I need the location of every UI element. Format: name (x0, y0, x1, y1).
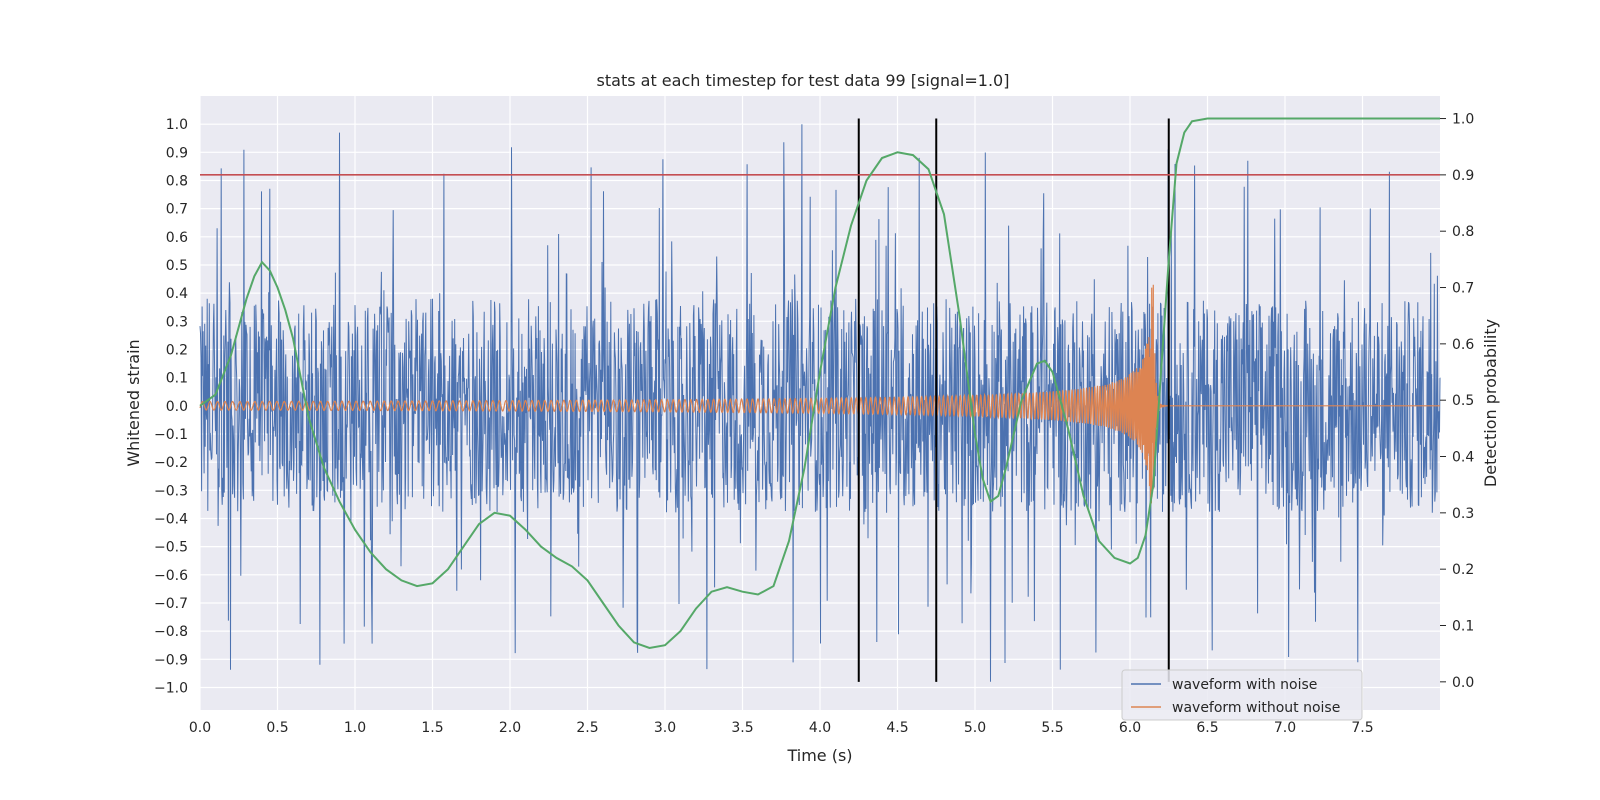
vertical-markers (857, 118, 1170, 682)
y-left-tick-label: 0.9 (166, 145, 188, 161)
legend: waveform with noise waveform without noi… (1121, 669, 1363, 721)
x-tick-label: 6.5 (1196, 720, 1218, 736)
x-tick-label: 5.5 (1041, 720, 1063, 736)
y-right-tick-label: 0.8 (1452, 224, 1474, 240)
x-axis-ticks: 0.0 0.5 1.0 1.5 2.0 2.5 3.0 3.5 4.0 4.5 5.0 5.5 6.0 6… (189, 720, 1374, 736)
y-left-tick-label: 0.7 (166, 202, 188, 218)
x-tick-label: 7.5 (1351, 720, 1373, 736)
y-left-tick-label: −1.0 (154, 680, 188, 696)
y-right-tick-label: 0.2 (1452, 562, 1474, 578)
x-tick-label: 2.5 (576, 720, 598, 736)
y-left-tick-label: −0.1 (154, 427, 188, 443)
x-tick-label: 4.0 (809, 720, 831, 736)
y-left-tick-label: −0.5 (154, 540, 188, 556)
legend-label-noise: waveform with noise (1172, 677, 1317, 693)
y-left-tick-label: −0.2 (154, 455, 188, 471)
series-detection-probability (199, 117, 1440, 650)
y-left-tick-label: 0.2 (166, 342, 188, 358)
y-left-tick-label: 0.6 (166, 230, 188, 246)
x-tick-label: 2.0 (499, 720, 521, 736)
clean-trace (199, 284, 1440, 504)
y-left-tick-label: −0.4 (154, 511, 188, 527)
y-left-tick-label: 0.0 (166, 399, 188, 415)
y-left-tick-label: 0.4 (166, 286, 188, 302)
x-tick-label: 3.5 (731, 720, 753, 736)
y-left-axis-ticks: 1.0 0.9 0.8 0.7 0.6 0.5 0.4 0.3 0.2 0.1 0.0 −0.1 −0.… (154, 117, 188, 696)
y-right-tick-label: 0.3 (1452, 506, 1474, 522)
x-tick-label: 0.0 (189, 720, 211, 736)
y-right-tick-label: 0.4 (1452, 450, 1474, 466)
y-left-tick-label: 0.3 (166, 314, 188, 330)
x-tick-label: 0.5 (266, 720, 288, 736)
legend-label-clean: waveform without noise (1172, 700, 1340, 716)
noise-trace (199, 124, 1441, 682)
y-left-tick-label: −0.3 (154, 483, 188, 499)
y-left-tick-label: −0.7 (154, 596, 188, 612)
x-tick-label: 1.5 (421, 720, 443, 736)
x-tick-label: 5.0 (964, 720, 986, 736)
x-tick-label: 3.0 (654, 720, 676, 736)
series-waveform-with-noise (199, 124, 1441, 682)
x-axis-label: Time (s) (786, 746, 852, 765)
y-right-tick-label: 0.9 (1452, 168, 1474, 184)
chart-title: stats at each timestep for test data 99 … (597, 71, 1010, 90)
y-left-tick-label: 0.1 (166, 371, 188, 387)
y-left-tick-label: 1.0 (166, 117, 188, 133)
y-right-tick-label: 0.0 (1452, 675, 1474, 691)
y-right-tick-label: 0.7 (1452, 281, 1474, 297)
y-right-tick-label: 0.5 (1452, 393, 1474, 409)
y-left-tick-label: 0.8 (166, 173, 188, 189)
y-right-axis-ticks: 1.0 0.9 0.8 0.7 0.6 0.5 0.4 0.3 0.2 0.1 0.0 (1440, 112, 1474, 691)
y-left-axis-label: Whitened strain (124, 339, 143, 466)
y-left-tick-label: −0.9 (154, 652, 188, 668)
y-right-tick-label: 1.0 (1452, 112, 1474, 128)
x-tick-label: 6.0 (1119, 720, 1141, 736)
series-waveform-without-noise (199, 284, 1440, 504)
probability-trace (199, 117, 1440, 650)
x-tick-label: 4.5 (886, 720, 908, 736)
legend-box (1121, 669, 1363, 721)
y-right-tick-label: 0.1 (1452, 619, 1474, 635)
y-left-tick-label: −0.6 (154, 568, 188, 584)
y-left-tick-label: 0.5 (166, 258, 188, 274)
y-left-tick-label: −0.8 (154, 624, 188, 640)
y-right-axis-label: Detection probability (1481, 319, 1500, 487)
x-tick-label: 1.0 (344, 720, 366, 736)
x-tick-label: 7.0 (1274, 720, 1296, 736)
y-right-tick-label: 0.6 (1452, 337, 1474, 353)
